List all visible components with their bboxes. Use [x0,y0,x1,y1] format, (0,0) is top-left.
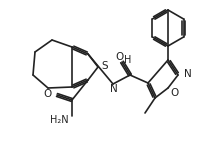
Text: O: O [44,89,52,99]
Text: N: N [110,84,118,94]
Text: S: S [101,61,108,71]
Text: N: N [184,69,192,79]
Text: H: H [124,55,132,65]
Text: H₂N: H₂N [50,115,69,125]
Text: O: O [170,88,178,98]
Text: O: O [116,52,124,62]
